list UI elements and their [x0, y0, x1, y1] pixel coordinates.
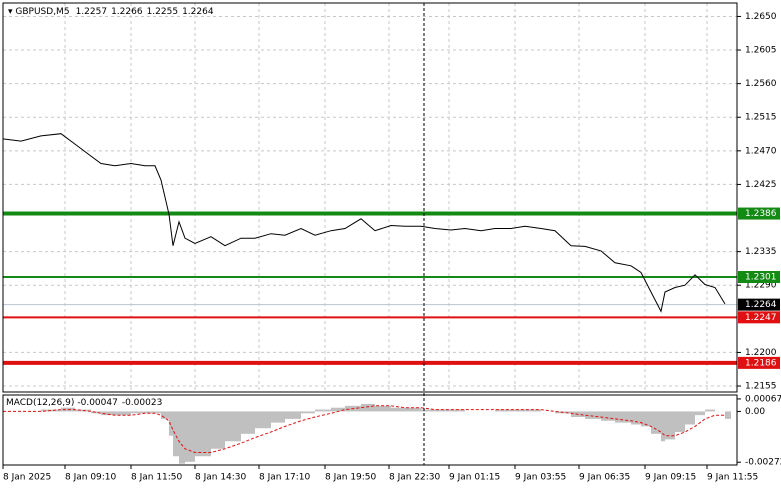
level-label-bg: [738, 356, 780, 369]
x-tick-label: 8 Jan 14:30: [195, 473, 247, 483]
symbol: GBPUSD,M5: [15, 7, 69, 17]
x-tick-label: 9 Jan 11:55: [707, 473, 758, 483]
macd-bar: [145, 411, 155, 414]
macd-bar: [495, 409, 511, 412]
level-label: 1.2386: [745, 209, 777, 219]
last-price-label: 1.2264: [745, 300, 777, 310]
macd-bar: [685, 411, 695, 425]
macd-bar: [185, 411, 195, 462]
y-tick-label: 1.2470: [745, 146, 777, 156]
macd-bar: [101, 411, 115, 416]
macd-signal-line: [3, 405, 725, 453]
macd-bar: [301, 411, 315, 414]
y-tick-label: 1.2200: [745, 348, 777, 358]
close: 1.2264: [182, 7, 214, 17]
macd-bar: [271, 411, 285, 423]
macd-bar: [675, 411, 685, 432]
macd-y-tick-label: 0.00067: [745, 394, 781, 404]
macd-bar: [661, 411, 665, 442]
x-tick-label: 8 Jan 22:30: [389, 473, 441, 483]
macd-bar: [315, 409, 331, 412]
macd-main: -0.00047: [77, 398, 117, 408]
macd-bar: [331, 407, 345, 412]
level-label: 1.2186: [745, 358, 777, 368]
level-label-bg: [738, 311, 780, 324]
y-tick-label: 1.2650: [745, 12, 777, 22]
macd-bar: [225, 411, 241, 442]
main-frame: [2, 2, 738, 393]
low: 1.2255: [147, 7, 179, 17]
macd-bar: [725, 411, 731, 419]
macd-bar: [421, 409, 435, 412]
macd-bar: [601, 411, 615, 421]
macd-bar: [451, 409, 465, 412]
y-tick-label: 1.2335: [745, 247, 777, 257]
macd-bar: [651, 411, 661, 434]
macd-bar: [115, 411, 131, 416]
macd-bar: [91, 411, 101, 414]
price-line: [2, 133, 726, 313]
macd-header: MACD(12,26,9) -0.00047 -0.00023: [6, 398, 162, 408]
x-tick-label: 8 Jan 09:10: [65, 473, 117, 483]
y-tick-label: 1.2290: [745, 281, 777, 291]
x-tick-label: 9 Jan 09:15: [645, 473, 696, 483]
macd-bar: [435, 409, 451, 412]
macd-y-tick-label: 0.00: [745, 407, 765, 417]
macd-bar: [131, 411, 145, 414]
macd-bar: [615, 411, 631, 423]
macd-bar: [511, 409, 525, 412]
macd-bar: [155, 411, 161, 414]
macd-y-tick-label: -0.00272: [745, 458, 781, 468]
y-tick-label: 1.2515: [745, 113, 777, 123]
macd-bar: [241, 411, 255, 434]
y-tick-label: 1.2560: [745, 79, 777, 89]
macd-bar: [41, 409, 61, 412]
macd-bar: [525, 409, 541, 412]
y-tick-label: 1.2605: [745, 46, 777, 56]
y-tick-label: 1.2155: [745, 382, 777, 392]
level-label-bg: [738, 271, 780, 284]
macd-bar: [405, 407, 421, 412]
x-tick-label: 9 Jan 03:55: [515, 473, 566, 483]
macd-bar: [641, 411, 651, 427]
macd-bar: [391, 407, 405, 412]
macd-bar: [585, 411, 601, 419]
open: 1.2257: [76, 7, 108, 17]
macd-bar: [665, 411, 675, 440]
macd-bar: [361, 403, 375, 412]
macd-bar: [169, 411, 173, 436]
macd-bar: [695, 411, 705, 416]
level-label: 1.2301: [745, 273, 777, 283]
macd-bar: [285, 411, 301, 419]
macd-bar: [255, 411, 271, 429]
y-tick-label: 1.2425: [745, 180, 777, 190]
macd-bar: [173, 411, 179, 457]
macd-bar: [375, 405, 391, 412]
x-tick-label: 8 Jan 17:10: [259, 473, 311, 483]
x-tick-label: 9 Jan 01:15: [449, 473, 500, 483]
plot-layer: 8 Jan 2025 8 Jan 09:10 8 Jan 11:50 8 Jan 14…: [2, 3, 781, 483]
level-label-bg: [738, 207, 780, 220]
macd-title: MACD(12,26,9): [6, 398, 74, 408]
x-tick-label: 8 Jan 2025: [3, 473, 51, 483]
macd-bar: [705, 409, 715, 412]
x-tick-label: 8 Jan 11:50: [131, 473, 183, 483]
macd-bar: [161, 411, 169, 419]
last-price-label-bg: [738, 298, 780, 311]
high: 1.2266: [111, 7, 143, 17]
macd-signal: -0.00023: [122, 398, 162, 408]
macd-bar: [195, 411, 211, 457]
macd-bar: [631, 411, 641, 425]
x-tick-label: 9 Jan 06:35: [579, 473, 630, 483]
macd-frame: [2, 394, 738, 466]
marker: ▾: [8, 7, 15, 17]
x-tick-label: 8 Jan 19:50: [325, 473, 377, 483]
macd-bar: [179, 411, 185, 464]
macd-bar: [211, 411, 225, 449]
header: ▾ GBPUSD,M5 1.2257 1.2266 1.2255 1.2264: [8, 7, 214, 17]
level-label: 1.2247: [745, 313, 777, 323]
